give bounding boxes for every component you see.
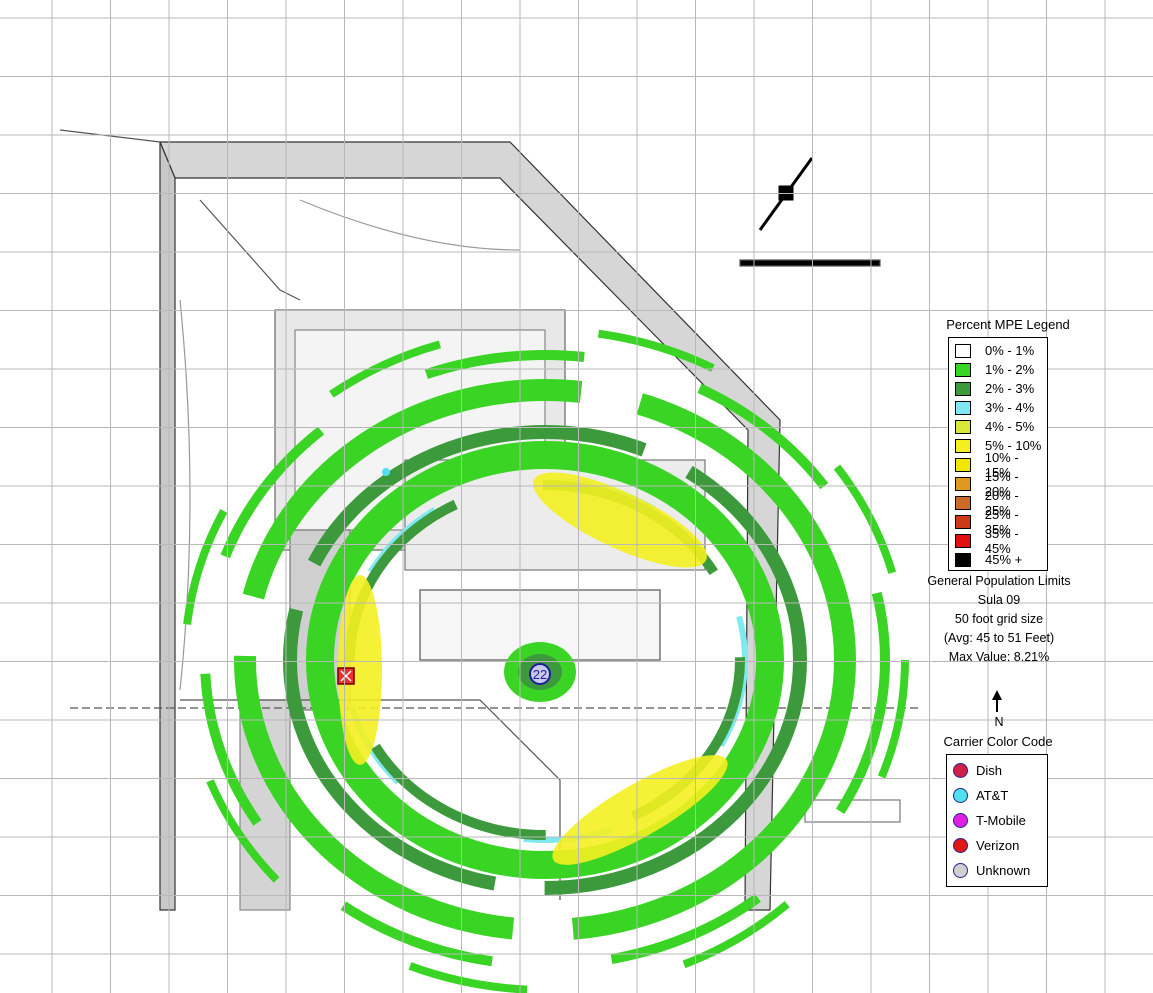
carrier-legend-row: Unknown <box>953 859 1030 881</box>
mpe-label: 5% - 10% <box>985 438 1042 453</box>
mpe-legend-row: 1% - 2% <box>955 361 1034 378</box>
carrier-legend-row: Dish <box>953 759 1002 781</box>
mpe-swatch <box>955 514 971 529</box>
mpe-swatch <box>955 476 971 491</box>
mpe-swatch <box>955 438 971 453</box>
att-marker <box>382 468 390 476</box>
info-avg: (Avg: 45 to 51 Feet) <box>943 631 1055 645</box>
carrier-label: Unknown <box>976 862 1031 878</box>
mpe-label: 20% - 25% <box>984 487 1019 518</box>
carrier-legend-row: AT&T <box>953 784 1008 806</box>
mpe-swatch <box>955 533 971 548</box>
mpe-legend-row: 5% - 10% <box>955 437 1041 454</box>
site-marker: 22 <box>529 663 551 685</box>
carrier-label: Dish <box>976 762 1003 778</box>
mpe-label: 15% - 20% <box>984 468 1019 499</box>
carrier-label: AT&T <box>976 787 1009 803</box>
carrier-label: T-Mobile <box>976 812 1026 828</box>
mpe-label: 0% - 1% <box>985 343 1035 358</box>
mpe-swatch <box>955 457 971 472</box>
carrier-legend: Dish AT&T T-Mobile Verizon Unknown <box>946 754 1048 887</box>
mpe-legend-row: 0% - 1% <box>955 342 1034 359</box>
mpe-legend-row: 10% - 15% <box>955 450 1047 480</box>
mpe-swatch <box>955 552 971 567</box>
mpe-swatch <box>955 400 971 415</box>
mpe-label: 4% - 5% <box>985 419 1035 434</box>
carrier-legend-row: Verizon <box>953 834 1019 856</box>
mpe-label: 10% - 15% <box>984 449 1019 480</box>
site-marker-label: 22 <box>533 667 547 682</box>
mpe-legend-row: 4% - 5% <box>955 418 1034 435</box>
mpe-label: 1% - 2% <box>985 362 1035 377</box>
carrier-label: Verizon <box>976 837 1020 853</box>
mpe-legend-title: Percent MPE Legend <box>946 317 1070 332</box>
mpe-legend-row: 35% - 45% <box>955 526 1047 556</box>
mpe-swatch <box>955 381 971 396</box>
mpe-label: 35% - 45% <box>984 525 1019 556</box>
carrier-dot-icon <box>953 837 968 853</box>
mpe-legend-row: 45% + <box>955 551 1022 568</box>
info-site: Sula 09 <box>977 593 1021 607</box>
mpe-label: 2% - 3% <box>985 381 1035 396</box>
info-limits: General Population Limits <box>927 574 1071 588</box>
carrier-dot-icon <box>953 762 968 778</box>
mpe-legend-row: 25% - 35% <box>955 507 1047 537</box>
mpe-label: 3% - 4% <box>985 400 1035 415</box>
info-grid: 50 foot grid size <box>954 612 1044 626</box>
north-arrow-icon <box>992 690 1002 712</box>
north-label: N <box>994 715 1004 729</box>
mpe-legend-row: 3% - 4% <box>955 399 1034 416</box>
mpe-swatch <box>955 343 971 358</box>
carrier-legend-row: T-Mobile <box>953 809 1026 831</box>
mpe-swatch <box>955 495 971 510</box>
mpe-legend: 0% - 1% 1% - 2% 2% - 3% 3% - 4% 4% - 5% 5% - … <box>948 337 1048 571</box>
mpe-label: 45% + <box>985 552 1023 567</box>
mpe-swatch <box>955 419 971 434</box>
mpe-label: 25% - 35% <box>984 506 1019 537</box>
mpe-swatch <box>955 362 971 377</box>
carrier-dot-icon <box>953 862 968 878</box>
carrier-legend-title: Carrier Color Code <box>943 734 1053 749</box>
mpe-legend-row: 15% - 20% <box>955 469 1047 499</box>
carrier-dot-icon <box>953 787 968 803</box>
mpe-legend-row: 20% - 25% <box>955 488 1047 518</box>
antenna-marker <box>337 667 355 685</box>
carrier-dot-icon <box>953 812 968 828</box>
mpe-legend-row: 2% - 3% <box>955 380 1034 397</box>
info-max: Max Value: 8.21% <box>948 650 1050 664</box>
